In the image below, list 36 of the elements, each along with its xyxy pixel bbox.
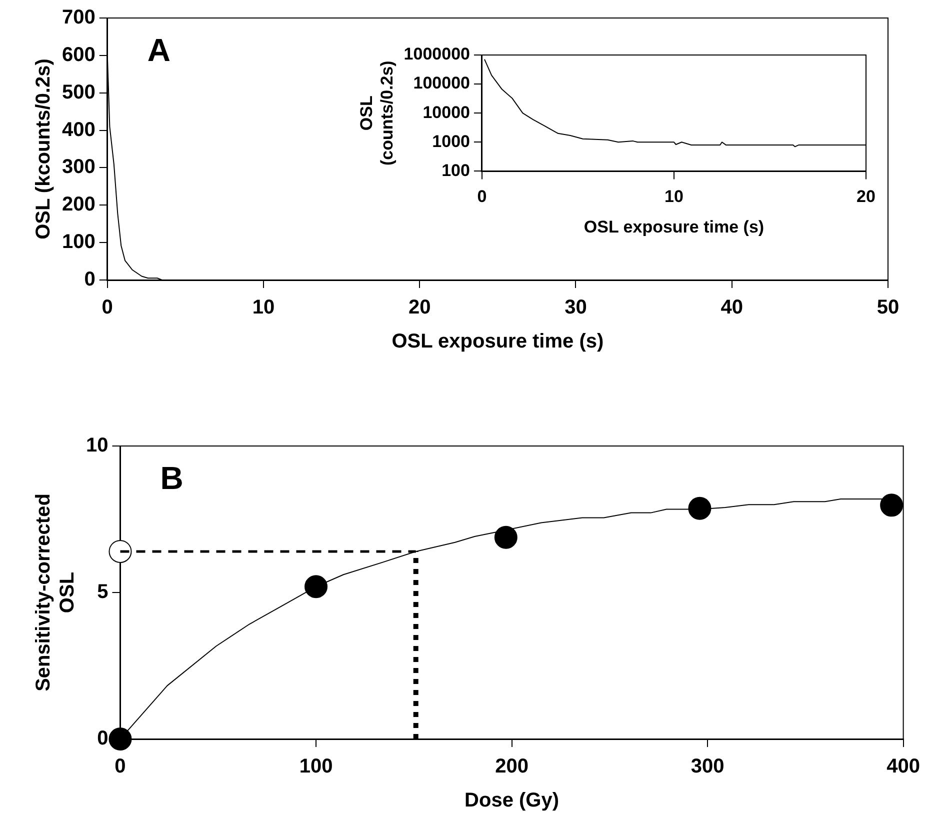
x-axis-title: OSL exposure time (s)	[584, 217, 764, 236]
y-tick-label: 100	[442, 160, 470, 180]
x-tick-label: 100	[299, 756, 333, 778]
y-axis-title: OSL (kcounts/0.2s)	[32, 58, 55, 240]
y-tick-label: 5	[97, 581, 108, 604]
x-tick-label: 30	[564, 296, 587, 319]
x-tick-label: 20	[408, 296, 431, 319]
x-tick-label: 50	[876, 296, 900, 319]
x-tick-label: 0	[114, 756, 126, 778]
y-tick-label: 0	[97, 728, 108, 750]
x-axis-title: Dose (Gy)	[464, 790, 560, 812]
x-axis-title: OSL exposure time (s)	[392, 330, 604, 353]
y-tick-label: 500	[62, 81, 96, 104]
y-tick-label: 1000000	[404, 44, 470, 64]
y-tick-label: 0	[84, 268, 96, 291]
x-tick-label: 0	[477, 187, 487, 206]
y-tick-label: 100000	[413, 74, 470, 93]
x-tick-label: 200	[495, 756, 528, 778]
y-tick-label: 10	[86, 434, 108, 457]
x-tick-label: 10	[252, 296, 275, 319]
y-tick-label: 100	[62, 231, 96, 254]
y-tick-label: 700	[62, 6, 96, 29]
annotation: B	[160, 460, 184, 496]
y-tick-label: 300	[62, 156, 96, 178]
x-tick-label: 10	[664, 187, 684, 206]
x-tick-label: 400	[886, 756, 920, 778]
y-axis-title: OSL (counts/0.2s)	[356, 60, 396, 166]
y-tick-label: 600	[62, 44, 96, 66]
x-tick-label: 20	[856, 187, 876, 206]
y-tick-label: 1000	[432, 132, 470, 151]
y-tick-label: 400	[62, 118, 96, 141]
y-axis-title: Sensitivity-corrected OSL	[32, 494, 79, 692]
x-tick-label: 300	[690, 756, 724, 778]
annotation: A	[147, 32, 170, 68]
x-tick-label: 40	[720, 296, 743, 319]
y-tick-label: 10000	[422, 102, 470, 122]
